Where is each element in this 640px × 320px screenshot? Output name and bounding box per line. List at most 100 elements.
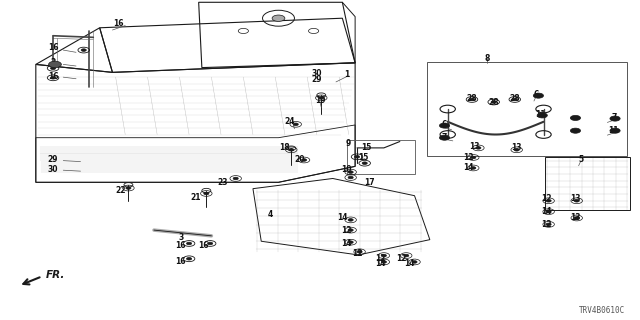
Circle shape xyxy=(404,254,409,257)
Text: 3: 3 xyxy=(178,233,184,242)
Text: 15: 15 xyxy=(361,143,371,152)
Text: 11: 11 xyxy=(609,126,619,135)
Circle shape xyxy=(51,76,56,79)
Circle shape xyxy=(546,199,551,202)
Circle shape xyxy=(514,148,519,151)
Circle shape xyxy=(301,159,307,161)
Text: 12: 12 xyxy=(541,194,552,204)
Text: 20: 20 xyxy=(294,155,305,164)
Circle shape xyxy=(51,67,56,69)
Circle shape xyxy=(319,97,324,99)
Circle shape xyxy=(533,93,543,98)
Text: 18: 18 xyxy=(280,143,290,152)
Circle shape xyxy=(610,116,620,121)
Circle shape xyxy=(440,123,450,128)
Circle shape xyxy=(207,242,212,245)
Circle shape xyxy=(476,147,481,149)
Text: 30: 30 xyxy=(312,69,322,78)
Circle shape xyxy=(470,167,476,169)
Text: 7: 7 xyxy=(611,114,616,123)
Text: 16: 16 xyxy=(175,257,186,266)
Text: 10: 10 xyxy=(342,165,352,174)
Circle shape xyxy=(381,254,387,257)
Text: 14: 14 xyxy=(342,239,352,248)
Circle shape xyxy=(348,241,353,244)
Text: 28: 28 xyxy=(488,98,499,107)
Circle shape xyxy=(126,187,131,189)
Circle shape xyxy=(272,15,285,21)
Text: 29: 29 xyxy=(312,75,322,84)
Text: FR.: FR. xyxy=(45,270,65,280)
Text: 7: 7 xyxy=(441,132,447,141)
Text: 5: 5 xyxy=(578,155,583,164)
Text: 14: 14 xyxy=(463,164,474,172)
Text: 11: 11 xyxy=(535,110,545,119)
Circle shape xyxy=(186,242,191,245)
Circle shape xyxy=(570,128,580,133)
Circle shape xyxy=(512,98,517,101)
Circle shape xyxy=(491,101,496,103)
Text: 16: 16 xyxy=(113,19,124,28)
Circle shape xyxy=(293,123,298,125)
Text: 16: 16 xyxy=(48,43,58,52)
Circle shape xyxy=(357,251,362,253)
Circle shape xyxy=(574,199,579,202)
Text: 6: 6 xyxy=(533,90,538,99)
Circle shape xyxy=(610,128,620,133)
Text: 28: 28 xyxy=(467,94,477,103)
Text: 13: 13 xyxy=(570,194,580,204)
Text: 13: 13 xyxy=(570,213,580,222)
Circle shape xyxy=(186,258,191,260)
Circle shape xyxy=(49,61,61,68)
Text: 12: 12 xyxy=(352,250,362,259)
Text: 16: 16 xyxy=(198,241,209,250)
Text: 12: 12 xyxy=(376,254,386,263)
Circle shape xyxy=(348,176,353,179)
Text: 15: 15 xyxy=(358,153,369,162)
Text: 22: 22 xyxy=(115,186,126,195)
Text: 6: 6 xyxy=(441,120,447,130)
Text: 2: 2 xyxy=(51,58,56,67)
Text: 13: 13 xyxy=(469,142,480,151)
Circle shape xyxy=(570,116,580,121)
Text: 19: 19 xyxy=(315,96,325,105)
Text: 8: 8 xyxy=(484,54,490,63)
Text: 29: 29 xyxy=(48,156,58,164)
Text: 17: 17 xyxy=(365,179,375,188)
Circle shape xyxy=(204,192,209,195)
Circle shape xyxy=(574,217,579,219)
Circle shape xyxy=(469,98,474,101)
Text: 14: 14 xyxy=(337,213,348,222)
Text: 16: 16 xyxy=(48,72,58,81)
Circle shape xyxy=(233,177,238,180)
Circle shape xyxy=(412,261,417,263)
Text: 30: 30 xyxy=(48,165,58,174)
Text: 12: 12 xyxy=(342,226,352,235)
Circle shape xyxy=(537,113,547,118)
Text: 21: 21 xyxy=(190,193,201,202)
Circle shape xyxy=(381,261,387,263)
Text: 14: 14 xyxy=(404,259,415,268)
Text: 28: 28 xyxy=(509,94,520,103)
Circle shape xyxy=(440,135,450,140)
Text: 13: 13 xyxy=(511,143,522,152)
Text: 12: 12 xyxy=(397,254,407,263)
Text: 9: 9 xyxy=(346,139,351,148)
Text: 24: 24 xyxy=(284,117,294,126)
Circle shape xyxy=(81,49,86,51)
Circle shape xyxy=(348,229,353,231)
Circle shape xyxy=(348,171,353,173)
Circle shape xyxy=(362,162,367,164)
Text: 12: 12 xyxy=(541,220,552,229)
Circle shape xyxy=(470,156,476,159)
Text: 23: 23 xyxy=(218,179,228,188)
Text: 16: 16 xyxy=(175,241,186,250)
Text: 1: 1 xyxy=(344,70,349,79)
Circle shape xyxy=(289,148,294,151)
Text: 14: 14 xyxy=(541,207,552,216)
Circle shape xyxy=(355,156,360,158)
Circle shape xyxy=(348,219,353,221)
Text: 14: 14 xyxy=(376,259,386,268)
Circle shape xyxy=(546,223,551,226)
Text: TRV4B0610C: TRV4B0610C xyxy=(579,306,625,315)
